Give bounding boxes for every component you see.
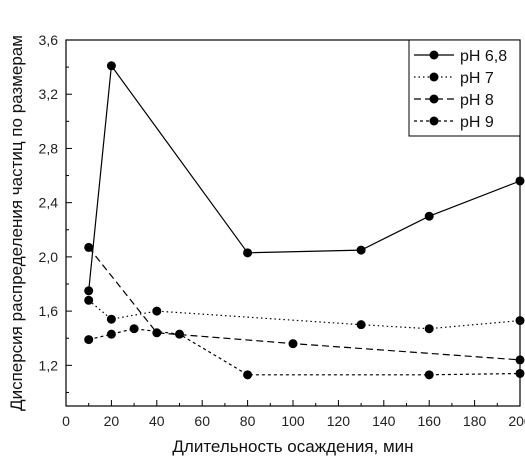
legend-marker: [429, 116, 439, 126]
legend-box: [408, 39, 521, 137]
data-point: [84, 286, 94, 296]
data-point: [106, 314, 116, 324]
x-tick-label: 0: [62, 413, 70, 429]
x-tick-label: 140: [372, 413, 396, 429]
series-3: [84, 242, 525, 365]
legend-label: pH 6,8: [460, 48, 507, 65]
data-point: [106, 329, 116, 339]
data-point: [515, 368, 525, 378]
y-tick-label: 2,4: [39, 195, 59, 211]
data-point: [356, 245, 366, 255]
y-axis-title: Дисперсия распределения частиц по размер…: [7, 35, 26, 411]
series-4: [84, 324, 525, 380]
legend-marker: [429, 72, 439, 82]
data-point: [356, 320, 366, 330]
series-line: [88, 64, 521, 291]
x-tick-label: 40: [149, 413, 165, 429]
x-tick-label: 100: [281, 413, 305, 429]
data-point: [84, 335, 94, 345]
x-tick-label: 120: [327, 413, 351, 429]
series-line: [88, 247, 521, 361]
y-axis: 1,2 1,6 2,0 2,4 2,8 3,2 3,6: [39, 32, 72, 393]
y-tick-label: 1,2: [39, 357, 59, 373]
y-tick-label: 2,8: [39, 140, 59, 156]
data-point: [243, 370, 253, 380]
data-point: [129, 324, 139, 334]
x-axis-title: Длительность осаждения, мин: [172, 437, 413, 456]
y-tick-label: 3,2: [39, 86, 59, 102]
data-point: [84, 242, 94, 252]
y-tick-label: 3,6: [39, 32, 59, 48]
data-point: [152, 306, 162, 316]
legend-item: pH 6,8: [414, 48, 507, 65]
x-tick-label: 180: [463, 413, 487, 429]
y-tick-label: 1,6: [39, 303, 59, 319]
legend-marker: [429, 50, 439, 60]
legend: pH 6,8 pH 7 pH 8 pH 9: [408, 39, 521, 137]
series-line: [88, 299, 521, 330]
x-tick-label: 160: [418, 413, 442, 429]
x-tick-label: 60: [194, 413, 210, 429]
data-point: [515, 176, 525, 186]
data-point: [515, 316, 525, 326]
data-point: [424, 370, 434, 380]
legend-item: pH 8: [414, 92, 494, 109]
data-point: [424, 324, 434, 334]
data-point: [84, 295, 94, 305]
data-point: [288, 339, 298, 349]
legend-label: pH 8: [460, 92, 494, 109]
series-2: [84, 295, 525, 334]
x-tick-label: 200: [508, 413, 525, 429]
legend-marker: [429, 94, 439, 104]
series-1: [84, 61, 525, 296]
data-point: [515, 355, 525, 365]
data-point: [243, 248, 253, 258]
data-point: [152, 328, 162, 338]
data-point: [175, 329, 184, 339]
x-axis: 0 20 40 60 80 100 120 140 160 180 200: [62, 400, 525, 429]
data-point: [106, 61, 116, 71]
legend-item: pH 9: [414, 114, 494, 131]
legend-label: pH 7: [460, 70, 494, 87]
x-tick-label: 20: [104, 413, 120, 429]
legend-item: pH 7: [414, 70, 494, 87]
plot-area: [84, 61, 525, 380]
data-point: [424, 211, 434, 221]
legend-label: pH 9: [460, 114, 494, 131]
x-tick-label: 80: [240, 413, 256, 429]
y-tick-label: 2,0: [39, 249, 59, 265]
